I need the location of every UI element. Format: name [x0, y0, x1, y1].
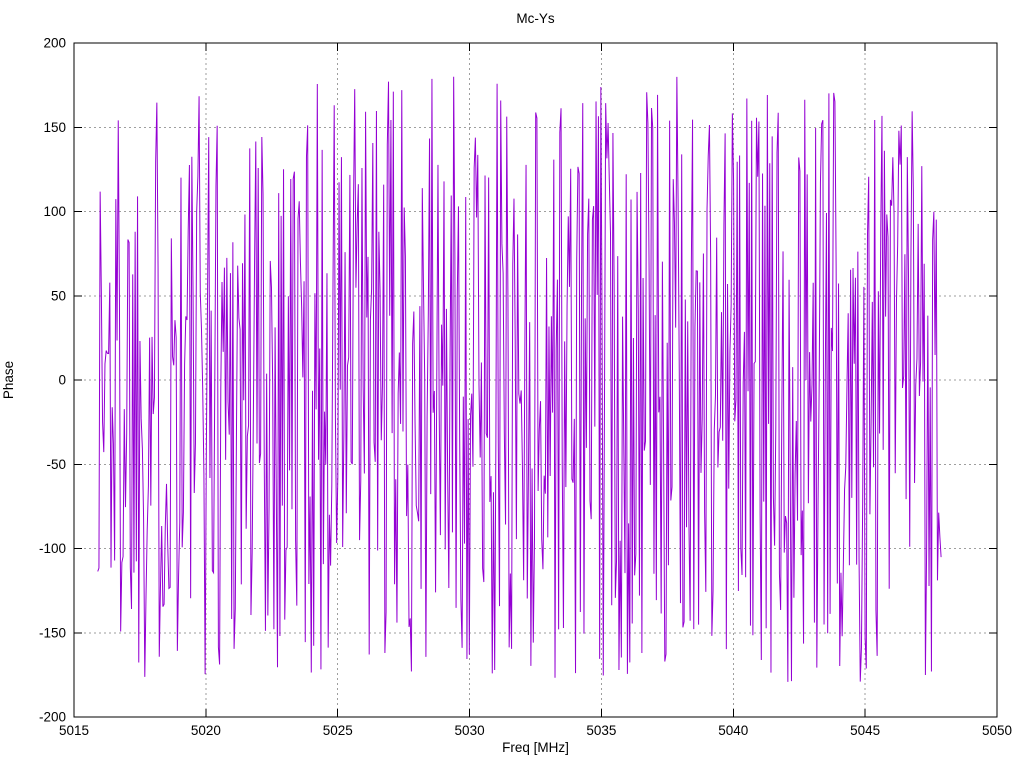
y-tick-label: 0: [58, 373, 66, 388]
x-tick-label: 5020: [191, 723, 221, 738]
x-tick-label: 5040: [718, 723, 748, 738]
x-tick-label: 5050: [982, 723, 1012, 738]
x-tick-label: 5015: [59, 723, 89, 738]
y-tick-label: 200: [43, 36, 66, 51]
x-tick-label: 5035: [586, 723, 616, 738]
plot-border: [73, 42, 998, 718]
y-tick-label: -100: [39, 541, 66, 556]
y-tick-label: 150: [43, 120, 66, 135]
phase-trace: [97, 76, 942, 682]
y-tick-label: -150: [39, 625, 66, 640]
x-tick-label: 5025: [323, 723, 353, 738]
x-tick-label: 5030: [455, 723, 485, 738]
y-tick-label: 50: [51, 288, 66, 303]
y-tick-label: -200: [39, 710, 66, 725]
y-tick-label: -50: [46, 457, 66, 472]
x-tick-label: 5045: [850, 723, 880, 738]
x-axis-label: Freq [MHz]: [502, 740, 569, 755]
y-tick-label: 100: [43, 204, 66, 219]
chart-title: Mc-Ys: [516, 11, 555, 26]
